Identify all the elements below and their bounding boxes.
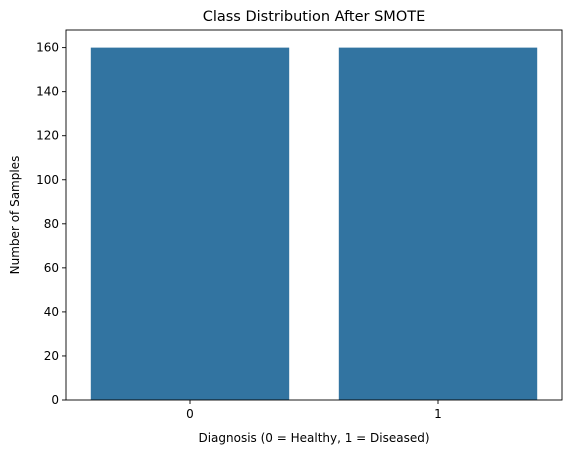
y-tick-label: 60 bbox=[44, 261, 59, 275]
y-tick-label: 40 bbox=[44, 305, 59, 319]
y-tick-label: 20 bbox=[44, 349, 59, 363]
x-tick-label: 0 bbox=[186, 407, 194, 421]
y-tick-label: 0 bbox=[51, 393, 59, 407]
y-tick-label: 120 bbox=[36, 129, 59, 143]
y-tick-label: 100 bbox=[36, 173, 59, 187]
chart-title: Class Distribution After SMOTE bbox=[203, 9, 426, 25]
y-tick-label: 140 bbox=[36, 85, 59, 99]
y-tick-label: 80 bbox=[44, 217, 59, 231]
y-axis: 0 20 40 60 80 100 120 140 160 bbox=[36, 41, 66, 407]
y-tick-label: 160 bbox=[36, 41, 59, 55]
plot-frame bbox=[65, 29, 563, 401]
bar-0 bbox=[90, 47, 290, 400]
bars-group bbox=[90, 47, 538, 400]
x-axis-label: Diagnosis (0 = Healthy, 1 = Diseased) bbox=[198, 431, 429, 445]
x-tick-label: 1 bbox=[434, 407, 442, 421]
bar-1 bbox=[338, 47, 538, 400]
y-axis-label: Number of Samples bbox=[8, 156, 22, 275]
